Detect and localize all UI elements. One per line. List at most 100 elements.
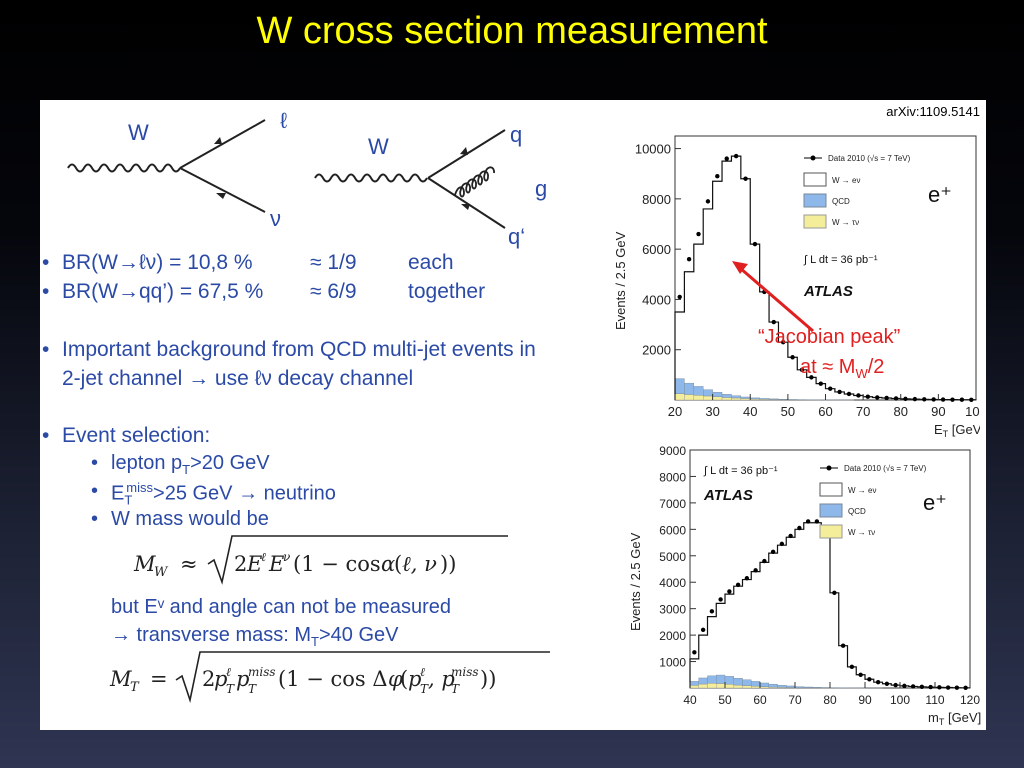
data-point (837, 389, 842, 395)
mt-line-pre: → transverse mass: M (111, 624, 312, 646)
bar-wtaunu (684, 394, 695, 401)
data-point (937, 685, 942, 690)
svg-text:ℓ: ℓ (226, 665, 231, 679)
data-point (922, 397, 927, 402)
diagram-w-label: W (128, 120, 149, 145)
data-point (743, 176, 748, 181)
equation-mw: M W ≈ 2 E ℓ E ν (1 − cos α ( ℓ, ν )) (133, 535, 508, 585)
bar-wtaunu (716, 683, 726, 689)
svg-text:p: p (214, 667, 227, 691)
data-point (875, 395, 880, 400)
bullet-dot: • (91, 480, 99, 502)
br-qq-ratio: ≈ 6/9 (310, 280, 357, 303)
data-point (780, 339, 786, 345)
data-point (779, 541, 785, 547)
svg-text:T: T (226, 682, 235, 696)
bar-qcd (721, 394, 732, 398)
legend-label: W → eν (832, 176, 860, 185)
y-tick-label: 2000 (642, 343, 671, 358)
x-axis-label: mT [GeV] (928, 710, 981, 727)
svg-text:φ: φ (388, 667, 403, 691)
data-point (797, 525, 802, 531)
legend-label: QCD (832, 197, 850, 206)
bar-wtaunu (740, 398, 751, 401)
y-tick-label: 9000 (659, 444, 686, 458)
data-point (875, 679, 881, 685)
data-point (856, 393, 861, 398)
data-point (799, 367, 805, 373)
data-point (770, 549, 776, 555)
legend-data-label: Data 2010 (√s = 7 TeV) (828, 154, 911, 163)
data-point (858, 672, 863, 677)
arxiv-reference: arXiv:1109.5141 (886, 104, 980, 119)
charge-label: e⁺ (923, 490, 947, 515)
br-lnu-note: each (408, 251, 454, 274)
svg-text:T: T (451, 682, 460, 696)
svg-text:p: p (236, 667, 249, 691)
jacobian-line2-sub: W (855, 366, 868, 381)
bar-wtaunu (689, 685, 699, 689)
data-point (959, 397, 965, 402)
legend-data-dot (826, 465, 832, 471)
legend-label: W → eν (848, 486, 876, 495)
svg-text:=: = (150, 667, 168, 691)
data-point (686, 257, 692, 262)
data-point (735, 582, 741, 588)
bar-qcd (786, 685, 796, 688)
svg-text:T: T (420, 682, 429, 696)
feynman-diagram-lnu (67, 119, 266, 213)
slide-title: W cross section measurement (256, 10, 768, 52)
x-tick-label: 50 (718, 693, 732, 707)
bar-qcd (693, 386, 704, 396)
x-tick-label: 60 (753, 693, 767, 707)
bar-qcd (731, 395, 742, 399)
bar-qcd (674, 378, 685, 394)
data-point (940, 397, 946, 402)
bullet-dot: • (42, 280, 50, 303)
diagram-gluon-label: g (535, 176, 548, 201)
x-tick-label: 100 (890, 693, 910, 707)
svg-text:p: p (408, 667, 421, 691)
y-axis-label: Events / 2.5 GeV (613, 231, 628, 330)
feynman-diagram-qq (314, 129, 506, 229)
mt-line-post: >40 GeV (319, 624, 399, 646)
bar-qcd (724, 676, 734, 685)
bar-qcd (794, 686, 804, 688)
data-point (832, 590, 837, 595)
atlas-label: ATLAS (803, 283, 853, 300)
selection-met-sub: T (124, 492, 133, 508)
data-point (928, 684, 933, 690)
jacobian-peak-position: at ≈ MW/2 (800, 356, 884, 381)
bar-qcd (689, 681, 699, 686)
data-point (705, 199, 711, 204)
bar-wtaunu (707, 683, 717, 689)
diagram-neutrino-label: ν (270, 206, 281, 231)
bar-qcd (812, 687, 822, 689)
data-point (709, 609, 715, 614)
data-point (677, 294, 682, 300)
y-tick-label: 3000 (659, 603, 686, 617)
legend-swatch (803, 172, 827, 187)
data-point (814, 519, 820, 524)
bar-wtaunu (712, 396, 723, 401)
svg-text:miss: miss (248, 665, 276, 679)
x-tick-label: 100 (965, 404, 980, 419)
x-tick-label: 50 (781, 404, 795, 419)
svg-text:E: E (268, 552, 284, 576)
x-tick-label: 110 (925, 693, 944, 707)
luminosity-label: ∫ L dt = 36 pb⁻¹ (803, 254, 878, 266)
legend-data-dot (810, 155, 816, 161)
y-tick-label: 7000 (659, 497, 686, 511)
bar-wtaunu (703, 395, 713, 401)
svg-text:, p: , p (428, 667, 455, 691)
selection-met-pre: E (111, 482, 125, 505)
svg-text:ℓ, ν: ℓ, ν (402, 552, 437, 576)
bar-qcd (742, 679, 752, 686)
svg-text:T: T (130, 680, 140, 695)
x-tick-label: 70 (856, 404, 870, 419)
legend-label: W → τν (848, 528, 875, 537)
svg-text:M: M (133, 552, 156, 576)
diagram-antiquark-label: q‘ (508, 224, 526, 249)
legend-swatch (803, 214, 827, 229)
svg-text:α: α (381, 552, 395, 576)
